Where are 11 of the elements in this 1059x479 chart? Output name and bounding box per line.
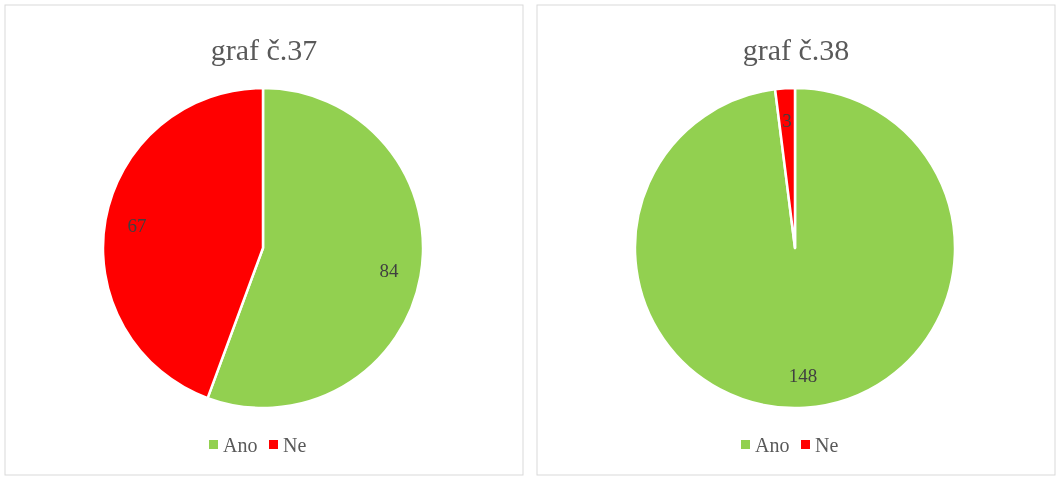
legend-label: Ano: [755, 434, 790, 456]
legend-label: Ne: [815, 434, 839, 456]
data-label: 84: [379, 260, 399, 282]
data-label: 67: [127, 214, 147, 236]
chart-title: graf č.37: [210, 33, 318, 66]
legend-label: Ne: [283, 434, 307, 456]
data-label: 3: [782, 109, 792, 131]
pie-slice: [633, 86, 957, 409]
chart-title: graf č.38: [742, 33, 850, 66]
legend-label: Ano: [223, 434, 258, 456]
data-label: 148: [788, 365, 818, 387]
